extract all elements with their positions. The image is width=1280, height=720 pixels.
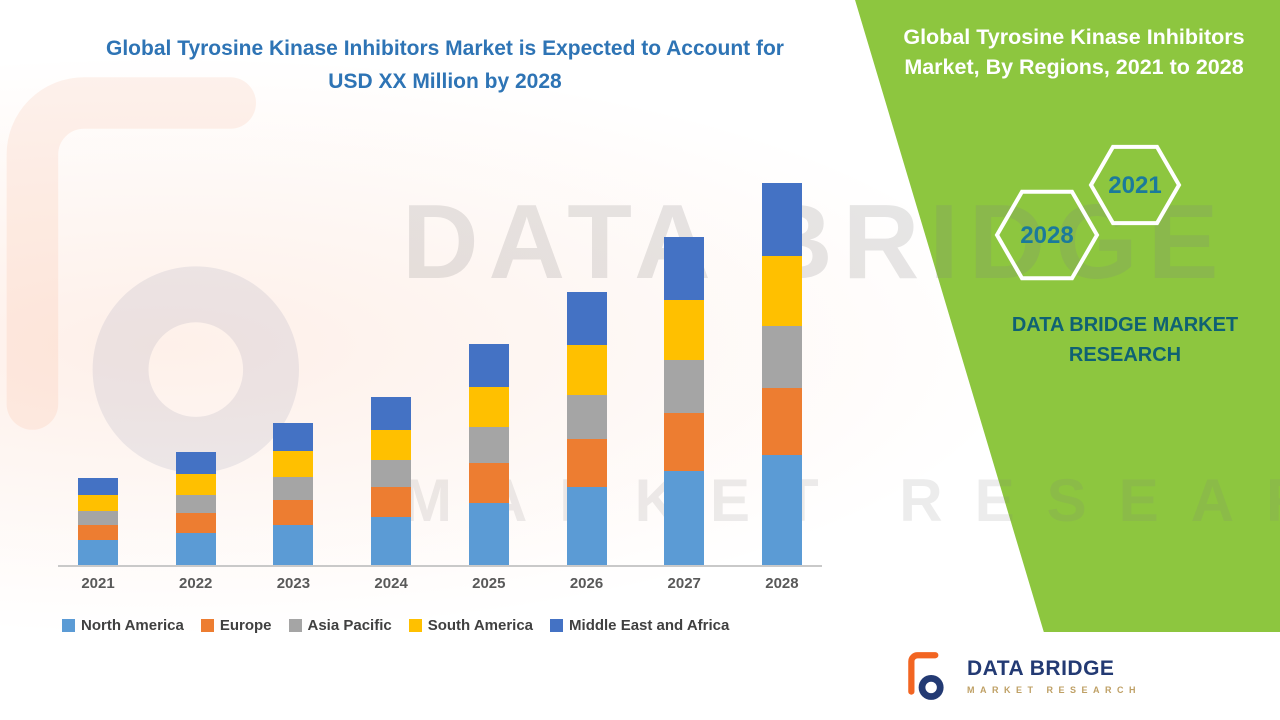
bar-segment-europe-2025 (468, 463, 509, 503)
footer-text: DATA BRIDGE MARKET RESEARCH (967, 657, 1141, 695)
chart-title-line1: Global Tyrosine Kinase Inhibitors Market… (106, 37, 784, 60)
bar-segment-europe-2024 (371, 487, 412, 517)
x-axis-labels: 2021 2022 2023 2024 2025 2026 2027 2028 (60, 575, 820, 592)
watermark-text-line1: DATA BRIDGE (402, 183, 1229, 301)
legend-item-north-america: North America (62, 617, 184, 634)
bar-segment-middle-east-and-africa-2028 (761, 183, 802, 256)
stacked-bar-2024 (371, 397, 412, 565)
bar-segment-middle-east-and-africa-2022 (175, 452, 216, 474)
legend-label-south-america: South America (427, 617, 534, 634)
legend-item-asia-pacific: Asia Pacific (288, 617, 392, 634)
bar-segment-south-america-2028 (761, 256, 802, 326)
stacked-bar-2025 (468, 344, 509, 565)
legend-swatch-asia-pacific (288, 619, 302, 632)
bar-segment-europe-2026 (566, 439, 607, 487)
bar-segment-asia-pacific-2021 (78, 511, 118, 525)
x-axis-line (58, 565, 822, 567)
hexagon-badge-2028 (994, 189, 1100, 281)
bar-segment-middle-east-and-africa-2023 (273, 423, 314, 451)
legend-swatch-middle-east-and-africa (550, 619, 564, 632)
bar-segment-europe-2022 (175, 513, 216, 533)
brand-text-line1: DATA BRIDGE MARKET (1011, 314, 1239, 336)
bar-segment-south-america-2022 (175, 474, 216, 495)
bar-segment-middle-east-and-africa-2025 (468, 344, 509, 387)
brand-text: DATA BRIDGE MARKET RESEARCH (963, 310, 1280, 370)
legend-label-europe: Europe (219, 617, 272, 634)
footer-sub: MARKET RESEARCH (967, 685, 1142, 695)
legend-item-south-america: South America (408, 617, 534, 634)
year-badges: 2028 2021 (994, 144, 1182, 281)
panel-title: Global Tyrosine Kinase Inhibitors Market… (903, 25, 1245, 80)
footer-brand: DATA BRIDGE (967, 657, 1115, 680)
hexagon-badge-2021 (1088, 144, 1182, 226)
bar-segment-south-america-2024 (371, 430, 412, 460)
x-label-2027: 2027 (667, 575, 701, 592)
bar-segment-north-america-2024 (371, 517, 412, 565)
watermark-text-line2: MARKET RESEARCH (402, 467, 1280, 534)
bar-segment-north-america-2026 (566, 487, 607, 565)
bar-segment-asia-pacific-2023 (273, 477, 314, 500)
bar-segment-south-america-2021 (78, 495, 118, 511)
legend-item-middle-east-and-africa: Middle East and Africa (550, 617, 729, 634)
x-label-2024: 2024 (374, 575, 408, 592)
databridge-logo-watermark-icon (6, 77, 299, 473)
bar-segment-asia-pacific-2025 (468, 427, 509, 463)
legend-label-asia-pacific: Asia Pacific (307, 617, 392, 634)
legend-swatch-south-america (408, 619, 422, 632)
x-label-2026: 2026 (569, 575, 604, 592)
bar-segment-asia-pacific-2024 (371, 460, 412, 487)
databridge-logo-icon (908, 652, 944, 700)
x-label-2022: 2022 (179, 575, 213, 592)
bar-segment-north-america-2023 (273, 525, 314, 565)
brand-text-line2: RESEARCH (1068, 344, 1182, 366)
chart-title-line2: USD XX Million by 2028 (328, 69, 562, 93)
legend-label-middle-east-and-africa: Middle East and Africa (569, 617, 730, 634)
x-label-2021: 2021 (81, 575, 115, 592)
bars-area (60, 183, 820, 565)
footer-logo-strip: DATA BRIDGE MARKET RESEARCH (872, 632, 1280, 720)
stacked-bar-2026 (566, 292, 607, 565)
x-label-2028: 2028 (765, 575, 799, 592)
bar-segment-europe-2023 (273, 500, 314, 525)
bar-segment-south-america-2025 (468, 387, 509, 427)
x-label-2023: 2023 (276, 575, 311, 592)
legend-item-europe: Europe (200, 617, 272, 634)
bar-segment-north-america-2021 (78, 540, 118, 565)
bar-segment-asia-pacific-2022 (175, 495, 216, 513)
chart-legend: North America Europe Asia Pacific South Ame… (62, 617, 729, 634)
bar-segment-north-america-2027 (664, 471, 705, 565)
bar-segment-north-america-2022 (175, 533, 216, 565)
legend-label-north-america: North America (81, 617, 184, 634)
bar-segment-europe-2027 (664, 413, 705, 471)
stacked-bar-2021 (78, 478, 118, 565)
bar-segment-asia-pacific-2028 (761, 326, 802, 388)
stacked-bar-2028 (761, 183, 802, 565)
bar-segment-europe-2028 (761, 388, 802, 455)
bar-segment-north-america-2025 (468, 503, 509, 565)
x-label-2025: 2025 (472, 575, 506, 592)
bar-segment-south-america-2023 (273, 451, 314, 477)
bar-segment-asia-pacific-2027 (664, 360, 705, 413)
bar-segment-middle-east-and-africa-2024 (371, 397, 412, 430)
bar-segment-middle-east-and-africa-2026 (566, 292, 607, 345)
bar-segment-south-america-2026 (566, 345, 607, 395)
bar-segment-south-america-2027 (664, 300, 705, 360)
badge-year-front: 2021 (1108, 172, 1161, 199)
bar-segment-middle-east-and-africa-2021 (78, 478, 118, 495)
bar-segment-middle-east-and-africa-2027 (664, 237, 705, 300)
bar-segment-north-america-2028 (761, 455, 802, 565)
bar-segment-asia-pacific-2026 (566, 395, 607, 439)
chart-title: Global Tyrosine Kinase Inhibitors Market… (55, 33, 835, 98)
stacked-bar-2022 (175, 452, 216, 565)
bar-segment-europe-2021 (78, 525, 118, 540)
badge-year-back: 2028 (1020, 222, 1073, 249)
stacked-bar-2027 (664, 237, 705, 565)
stacked-bar-2023 (273, 423, 314, 565)
legend-swatch-north-america (62, 619, 75, 632)
legend-swatch-europe (200, 619, 214, 632)
